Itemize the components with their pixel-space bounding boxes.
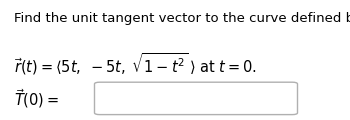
Text: $\vec{r}(t) = \langle 5t,\; -5t,\; \sqrt{1-t^2}\,\rangle$ at $t = 0$.: $\vec{r}(t) = \langle 5t,\; -5t,\; \sqrt… (14, 52, 257, 78)
Text: $\vec{T}(0) =$: $\vec{T}(0) =$ (14, 87, 59, 110)
FancyBboxPatch shape (94, 82, 298, 115)
Text: Find the unit tangent vector to the curve defined by: Find the unit tangent vector to the curv… (14, 12, 350, 25)
